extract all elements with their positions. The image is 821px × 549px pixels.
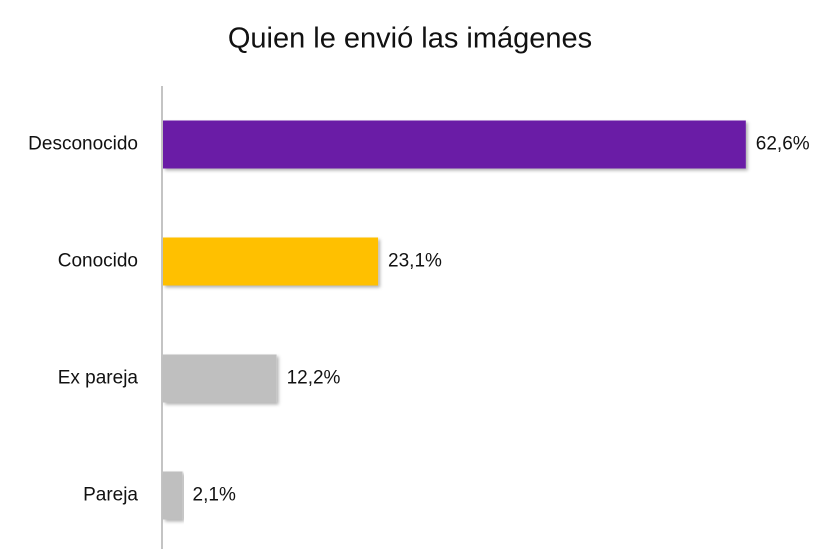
data-label: 23,1% xyxy=(388,251,442,272)
chart-title: Quien le envió las imágenes xyxy=(228,23,592,55)
bar xyxy=(163,354,277,403)
data-label: 62,6% xyxy=(756,134,810,155)
bar xyxy=(163,237,379,286)
data-label: 12,2% xyxy=(287,368,341,389)
data-label: 2,1% xyxy=(193,485,236,506)
bar xyxy=(163,120,746,169)
y-tick-label: Pareja xyxy=(83,485,138,506)
bar xyxy=(163,471,183,520)
y-tick-label: Conocido xyxy=(58,251,138,272)
y-tick-label: Ex pareja xyxy=(58,368,139,389)
y-tick-label: Desconocido xyxy=(28,134,138,155)
